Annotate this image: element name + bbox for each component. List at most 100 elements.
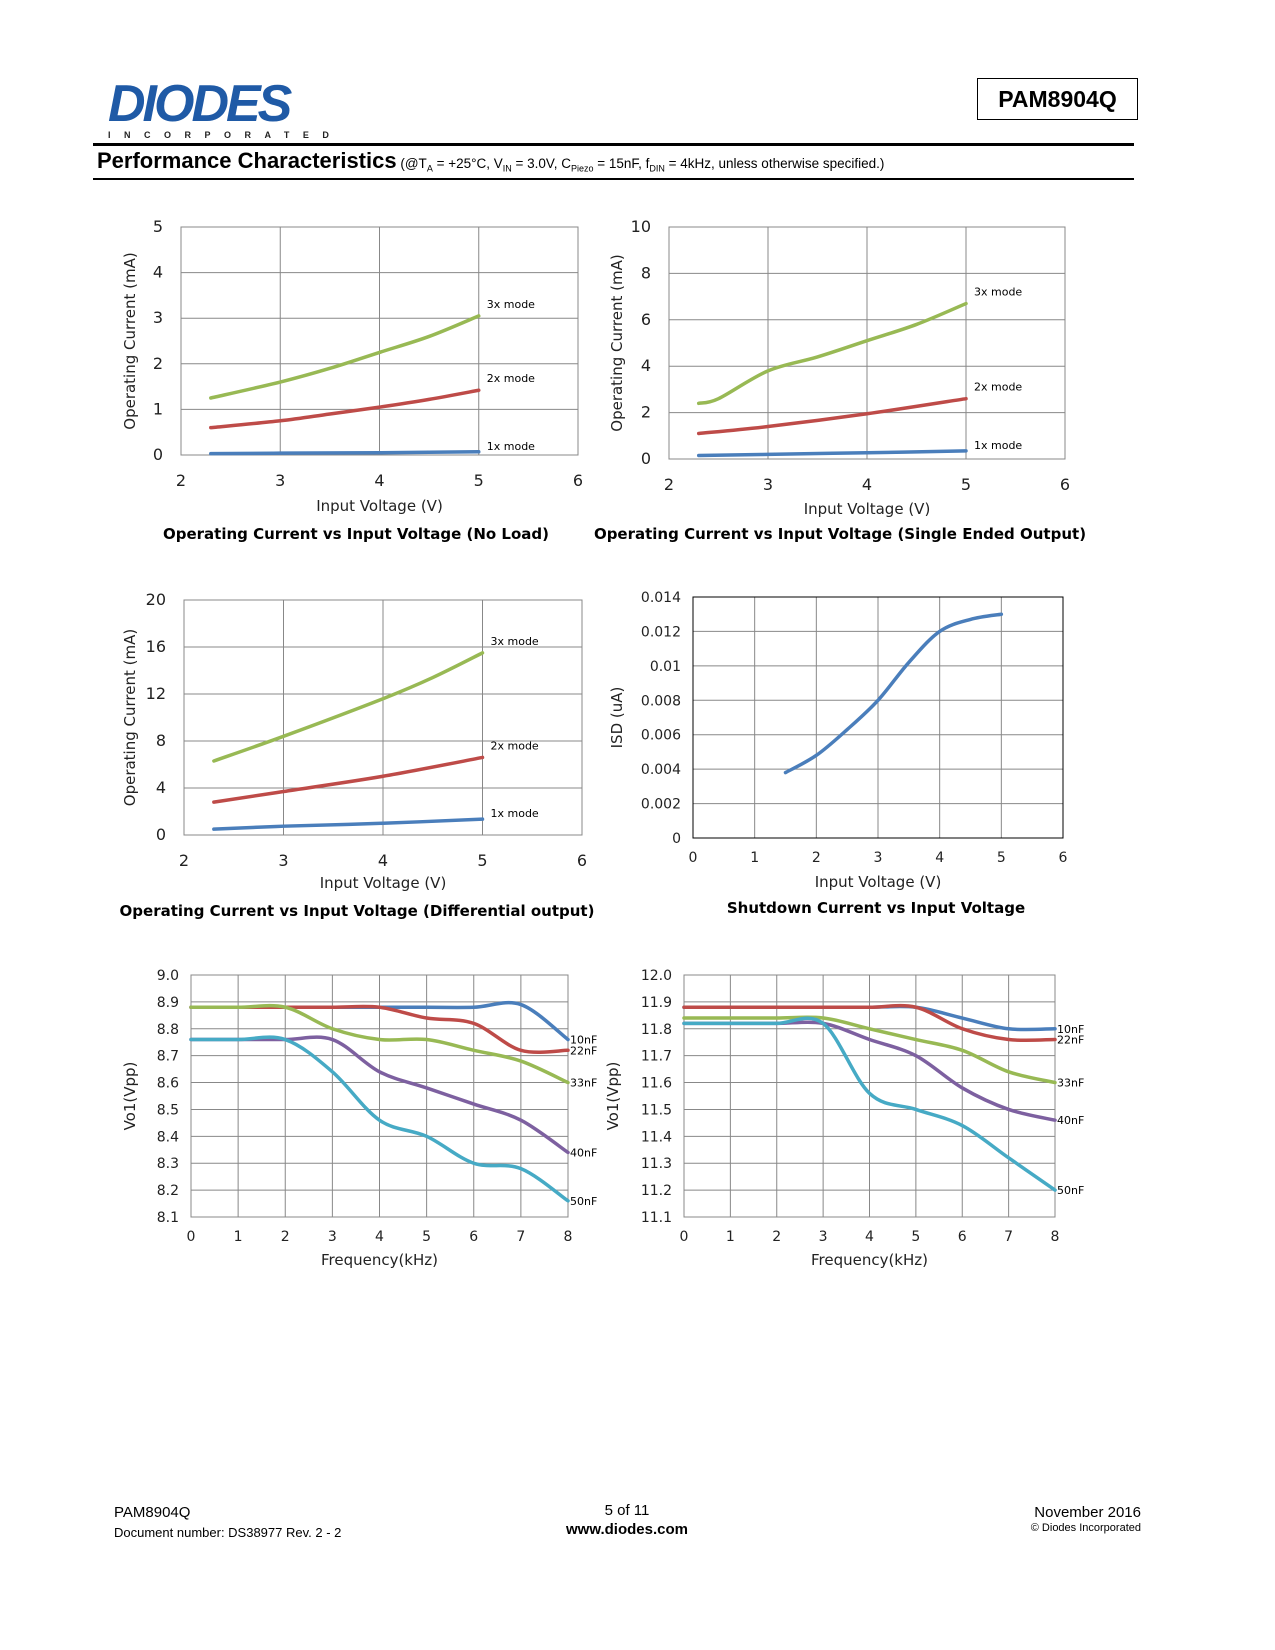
- series-line-1x-mode: [209, 450, 481, 456]
- conditions: (@TA = +25°C, VIN = 3.0V, CPiezo = 15nF,…: [400, 156, 885, 174]
- y-tick-label: 0: [153, 445, 163, 464]
- x-tick-label: 8: [564, 1229, 573, 1245]
- y-tick-label: 0.008: [641, 693, 681, 709]
- y-tick-label: 10: [631, 217, 651, 236]
- x-tick-label: 5: [474, 471, 484, 490]
- series-label: 3x mode: [487, 298, 535, 311]
- x-axis-label: Input Voltage (V): [316, 497, 443, 515]
- x-tick-label: 4: [935, 850, 944, 866]
- y-tick-label: 8.1: [157, 1210, 179, 1226]
- x-tick-label: 5: [997, 850, 1006, 866]
- chart-1: 0 1 2 3 4 5 2 3 4 5 6 1x mode 2x mode 3x mode Input Vo…: [121, 217, 583, 543]
- series-label: 10nF: [1057, 1023, 1084, 1036]
- x-tick-label: 2: [664, 475, 674, 494]
- series-label: 50nF: [1057, 1184, 1084, 1197]
- x-tick-label: 5: [422, 1229, 431, 1245]
- x-tick-label: 6: [958, 1229, 967, 1245]
- x-tick-label: 2: [176, 471, 186, 490]
- x-tick-label: 4: [374, 471, 384, 490]
- series-line-1x-mode: [696, 449, 968, 458]
- y-tick-label: 16: [146, 637, 166, 656]
- section-title: Performance Characteristics: [97, 148, 397, 173]
- y-tick-label: 2: [153, 354, 163, 373]
- series-line-3x-mode: [212, 651, 485, 763]
- x-tick-label: 2: [812, 850, 821, 866]
- y-tick-label: 0.014: [641, 590, 681, 606]
- x-tick-label: 1: [750, 850, 759, 866]
- x-tick-label: 0: [680, 1229, 689, 1245]
- y-tick-label: 11.5: [641, 1102, 672, 1118]
- x-tick-label: 6: [1060, 475, 1070, 494]
- x-tick-label: 6: [573, 471, 583, 490]
- x-tick-label: 6: [1059, 850, 1068, 866]
- series-label: 40nF: [570, 1146, 597, 1159]
- x-tick-label: 1: [234, 1229, 243, 1245]
- y-tick-label: 0: [156, 825, 166, 844]
- x-tick-label: 3: [328, 1229, 337, 1245]
- chart-6: 11.1 11.2 11.3 11.4 11.5 11.6 11.7 11.8 11.9 12.0…: [604, 968, 1084, 1269]
- y-axis-label: Vo1(Vpp): [604, 1062, 622, 1131]
- y-tick-label: 8.2: [157, 1183, 179, 1199]
- series-label: 50nF: [570, 1195, 597, 1208]
- x-axis-label: Input Voltage (V): [804, 500, 931, 518]
- plot-area: [180, 226, 579, 456]
- plot-area: [668, 226, 1066, 460]
- series-line: [783, 612, 1004, 775]
- series-label: 3x mode: [974, 286, 1022, 299]
- y-tick-label: 0.01: [650, 659, 681, 675]
- series-line-50nF: [189, 1035, 570, 1203]
- y-tick-label: 11.2: [641, 1183, 672, 1199]
- series-line-33nF: [189, 1003, 570, 1085]
- y-tick-label: 11.4: [641, 1129, 672, 1145]
- y-tick-label: 8.6: [157, 1076, 179, 1092]
- y-tick-label: 0.012: [641, 624, 681, 640]
- series-label: 3x mode: [491, 635, 539, 648]
- x-tick-label: 6: [577, 851, 587, 870]
- series-line-2x-mode: [696, 396, 968, 436]
- chart-title: Operating Current vs Input Voltage (Sing…: [594, 525, 1086, 543]
- y-tick-label: 0.004: [641, 762, 681, 778]
- x-tick-label: 7: [516, 1229, 525, 1245]
- y-tick-label: 8.7: [157, 1049, 179, 1065]
- chart-5: 8.1 8.2 8.3 8.4 8.5 8.6 8.7 8.8 8.9 9.0 0 1 2 3 4 5 6 7 8 1…: [121, 968, 597, 1269]
- y-tick-label: 12.0: [641, 968, 672, 984]
- diodes-logo: DIODES INCORPORATED: [108, 78, 343, 140]
- x-tick-label: 7: [1004, 1229, 1013, 1245]
- y-tick-label: 11.7: [641, 1049, 672, 1065]
- y-tick-label: 11.9: [641, 995, 672, 1011]
- y-tick-label: 8.8: [157, 1022, 179, 1038]
- y-tick-label: 12: [146, 684, 166, 703]
- y-tick-label: 20: [146, 590, 166, 609]
- chart-title: Operating Current vs Input Voltage (Diff…: [120, 902, 595, 920]
- y-tick-label: 8.4: [157, 1129, 179, 1145]
- y-axis-label: ISD (uA): [608, 687, 626, 749]
- footer-date: November 2016: [1034, 1504, 1141, 1521]
- x-axis-label: Input Voltage (V): [320, 874, 447, 892]
- footer-copyright: © Diodes Incorporated: [1030, 1522, 1141, 1534]
- plot-area: [683, 974, 1056, 1218]
- y-tick-label: 8.5: [157, 1102, 179, 1118]
- logo-subtext: INCORPORATED: [108, 130, 343, 140]
- series-line-50nF: [682, 1016, 1057, 1192]
- plot-area: [692, 596, 1064, 839]
- series-label: 33nF: [1057, 1077, 1084, 1090]
- x-tick-label: 0: [689, 850, 698, 866]
- series-label: 40nF: [1057, 1114, 1084, 1127]
- footer-page: 5 of 11: [604, 1502, 650, 1519]
- series-line-2x-mode: [209, 388, 481, 430]
- series-label: 2x mode: [487, 372, 535, 385]
- series-label: 2x mode: [491, 739, 539, 752]
- y-tick-label: 8: [641, 263, 651, 282]
- x-tick-label: 1: [726, 1229, 735, 1245]
- footer-website[interactable]: www.diodes.com: [566, 1521, 688, 1538]
- y-tick-label: 0.002: [641, 797, 681, 813]
- y-tick-label: 8.9: [157, 995, 179, 1011]
- x-tick-label: 2: [772, 1229, 781, 1245]
- y-tick-label: 0: [672, 831, 681, 847]
- x-tick-label: 3: [874, 850, 883, 866]
- series-label: 22nF: [570, 1044, 597, 1057]
- y-tick-label: 3: [153, 308, 163, 327]
- x-axis-label: Frequency(kHz): [321, 1251, 438, 1269]
- x-tick-label: 4: [862, 475, 872, 494]
